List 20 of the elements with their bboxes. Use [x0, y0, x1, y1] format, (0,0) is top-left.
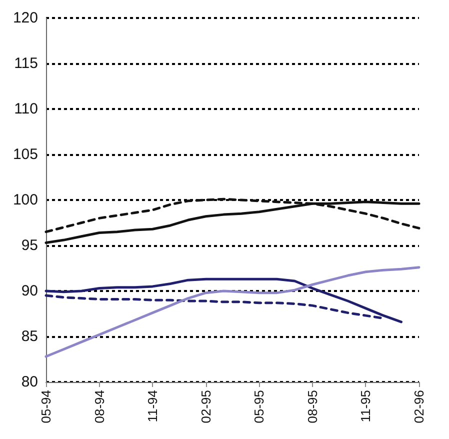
y-tick-label: 120 [12, 10, 38, 26]
x-tick-label: 05-95 [252, 390, 267, 424]
x-tick-label: 02-95 [198, 390, 214, 424]
line-series [44, 266, 420, 358]
x-tick-label: 08-94 [92, 390, 107, 424]
line-series [44, 200, 420, 244]
x-tick-label: 08-95 [304, 390, 320, 424]
y-tick-label: 100 [12, 192, 38, 208]
y-tick-label: 110 [14, 100, 38, 118]
y-tick-label: 80 [21, 374, 38, 390]
y-tick-label: 90 [21, 282, 38, 300]
x-tick-label: 05-94 [38, 390, 54, 424]
x-tick-label: 11-94 [145, 390, 160, 422]
x-tick-label: 11-95 [358, 390, 374, 422]
y-tick-label: 105 [12, 146, 38, 163]
y-tick-label: 115 [14, 55, 38, 72]
x-tick-label: 02-96 [412, 390, 426, 424]
y-tick-label: 95 [21, 237, 38, 254]
line-series [44, 278, 402, 324]
y-tick-label: 85 [21, 328, 38, 345]
